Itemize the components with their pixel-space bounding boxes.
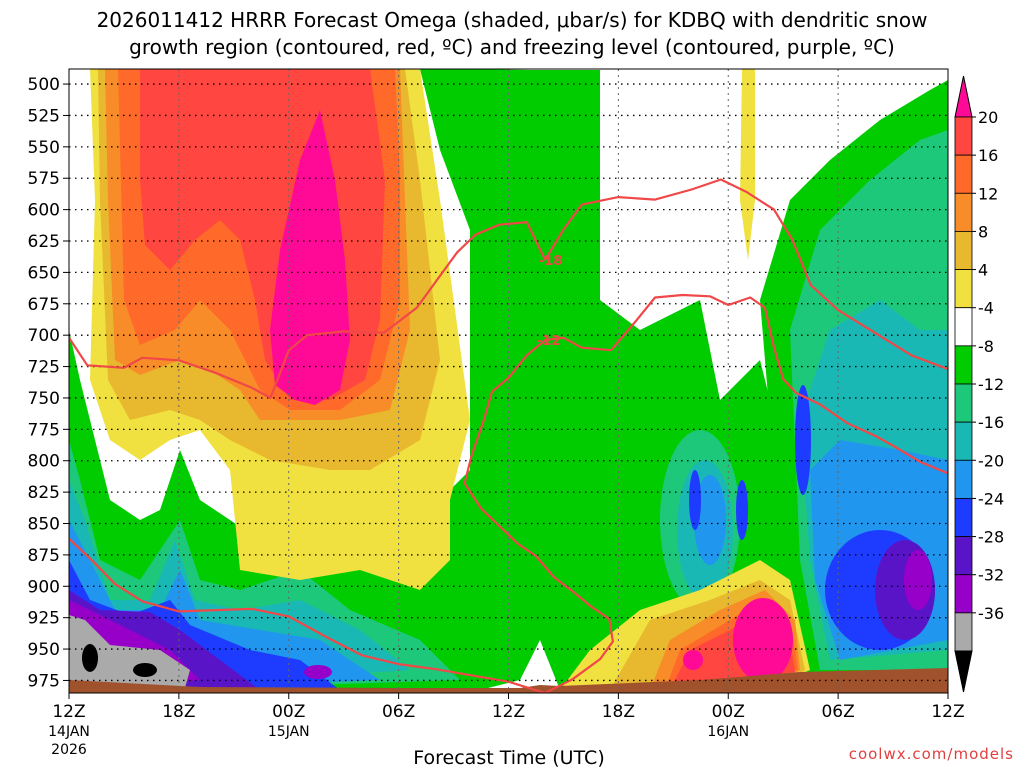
colorbar-segment xyxy=(954,383,973,423)
omega-magenta-core-lower-mid-2 xyxy=(683,650,703,670)
x-tick-label: 12Z xyxy=(931,702,964,722)
y-tick-label: 775 xyxy=(28,420,60,440)
colorbar-segment xyxy=(954,231,973,270)
colorbar-tick-label: -20 xyxy=(978,451,1004,470)
colorbar-tick-label: -24 xyxy=(978,489,1004,508)
colorbar-tick-label: 20 xyxy=(978,108,998,127)
y-tick-label: 625 xyxy=(28,232,60,252)
colorbar-segment xyxy=(954,421,973,461)
temperature-contours xyxy=(69,178,948,693)
colorbar-segment xyxy=(954,498,973,537)
chart-title-line-1: 2026011412 HRRR Forecast Omega (shaded, … xyxy=(97,8,928,32)
colorbar-segment xyxy=(954,116,973,156)
omega-blue-patch-mid xyxy=(694,475,726,565)
omega-red-region-left-b xyxy=(262,69,310,180)
chart-title-line-2: growth region (contoured, red, ºC) and f… xyxy=(129,35,895,59)
x-tick-date-label: 15JAN xyxy=(268,724,310,740)
x-tick-label: 18Z xyxy=(602,702,635,722)
x-tick-label: 00Z xyxy=(712,702,745,722)
y-tick-label: 525 xyxy=(28,106,60,126)
colorbar-segment xyxy=(954,574,973,614)
omega-yellow-patch-upper-right xyxy=(740,69,755,260)
omega-black-core-1 xyxy=(82,644,98,672)
y-tick-label: 575 xyxy=(28,169,60,189)
y-tick-label: 650 xyxy=(28,263,60,283)
colorbar-bottom-arrow xyxy=(954,650,973,693)
colorbar-segment xyxy=(954,307,973,347)
x-tick-year-label: 2026 xyxy=(51,742,87,758)
y-axis: 500 525 550 575 600 625 650 675 700 725 750 775 800 8… xyxy=(28,75,69,691)
omega-violet-core-right xyxy=(904,550,932,610)
colorbar-tick-label: -8 xyxy=(978,337,994,356)
omega-magenta-core-left xyxy=(270,110,350,405)
y-tick-label: 925 xyxy=(28,609,60,629)
x-tick-label: 06Z xyxy=(382,702,415,722)
y-tick-label: 500 xyxy=(28,75,60,95)
omega-green-band-left xyxy=(69,69,820,693)
contour-line--12 xyxy=(69,293,948,693)
x-tick-label: 12Z xyxy=(52,702,85,722)
colorbar-tick-label: 8 xyxy=(978,222,988,241)
contour-label--12: -12 xyxy=(537,334,561,349)
x-tick-label: 18Z xyxy=(162,702,195,722)
plot-grid xyxy=(69,69,948,693)
colorbar-segment xyxy=(954,345,973,385)
colorbar-segment xyxy=(954,154,973,194)
y-tick-label: 700 xyxy=(28,326,60,346)
y-tick-label: 750 xyxy=(28,389,60,409)
x-axis: 12Z 14JAN 2026 18Z 00Z 15JAN 06Z 12Z 18Z 00Z 16JAN… xyxy=(48,693,965,758)
y-tick-label: 975 xyxy=(28,671,60,691)
x-tick-date-label: 14JAN xyxy=(48,724,90,740)
colorbar-segment xyxy=(954,612,973,652)
y-tick-label: 600 xyxy=(28,201,60,221)
colorbar-tick-label: -16 xyxy=(978,413,1004,432)
omega-dark-blue-patch-mid xyxy=(689,470,701,530)
y-tick-label: 850 xyxy=(28,515,60,535)
colorbar-tick-label: -4 xyxy=(978,299,994,318)
watermark: coolwx.com/models xyxy=(849,745,1014,763)
contour-line--18 xyxy=(69,178,948,399)
y-tick-label: 675 xyxy=(28,295,60,315)
x-axis-label: Forecast Time (UTC) xyxy=(413,747,604,768)
omega-purple-core-mid-low xyxy=(304,665,332,679)
y-tick-label: 875 xyxy=(28,546,60,566)
y-tick-label: 725 xyxy=(28,358,60,378)
colorbar-segment xyxy=(954,459,973,499)
y-tick-label: 825 xyxy=(28,483,60,503)
contour-labels: -18 -12 xyxy=(537,254,563,349)
colorbar-tick-label: 16 xyxy=(978,146,998,165)
y-tick-label: 800 xyxy=(28,452,60,472)
omega-blue-streak-right xyxy=(795,385,811,495)
colorbar-tick-label: -32 xyxy=(978,566,1004,585)
omega-gray-region-lower-left xyxy=(69,615,190,690)
y-tick-label: 900 xyxy=(28,577,60,597)
omega-dark-blue-patch-mid-2 xyxy=(736,480,748,540)
x-tick-label: 06Z xyxy=(821,702,854,722)
colorbar-tick-label: 4 xyxy=(978,261,988,280)
colorbar-segment xyxy=(954,269,973,309)
colorbar-top-arrow xyxy=(954,75,973,118)
colorbar-tick-label: -36 xyxy=(978,604,1004,623)
x-tick-date-label: 16JAN xyxy=(707,724,749,740)
colorbar-tick-label: 12 xyxy=(978,184,998,203)
colorbar-tick-label: -28 xyxy=(978,528,1004,547)
x-tick-label: 00Z xyxy=(272,702,305,722)
omega-negative-shading xyxy=(69,69,948,693)
x-tick-label: 12Z xyxy=(492,702,525,722)
plot-area xyxy=(69,69,948,693)
y-tick-label: 950 xyxy=(28,640,60,660)
omega-black-core-2 xyxy=(133,663,157,677)
colorbar: 20 16 12 8 4 -4 -8 -12 -16 -20 -24 -28 -32 -36 xyxy=(954,75,1004,693)
colorbar-tick-label: -12 xyxy=(978,375,1004,394)
terrain-fill xyxy=(69,668,948,693)
omega-magenta-core-lower-mid xyxy=(733,598,793,682)
colorbar-segment xyxy=(954,192,973,232)
colorbar-segment xyxy=(954,536,973,576)
contour-label--18: -18 xyxy=(539,254,563,269)
y-tick-label: 550 xyxy=(28,138,60,158)
